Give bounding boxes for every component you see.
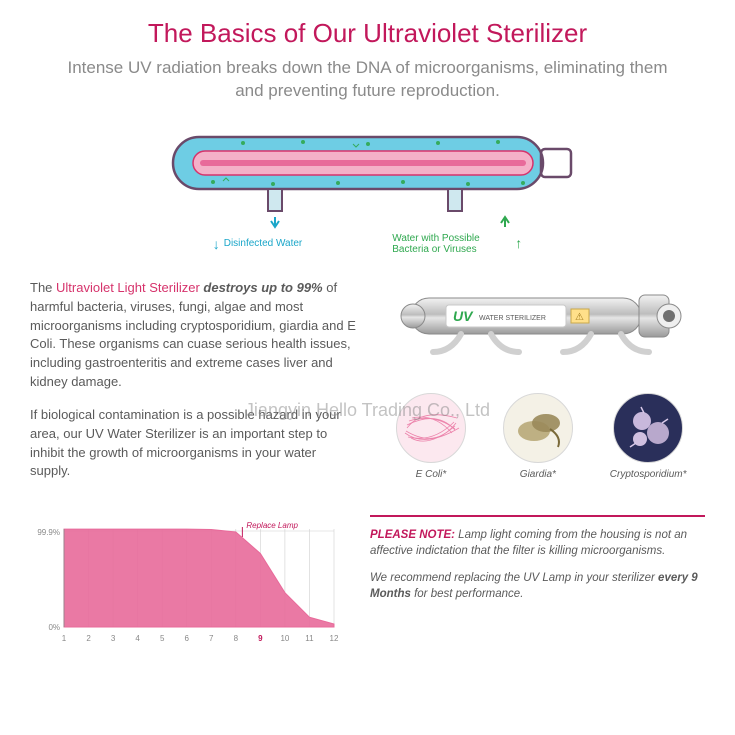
microbes-row: E Coli* Giardia* <box>378 393 706 480</box>
body-text-column: The Ultraviolet Light Sterilizer destroy… <box>30 279 358 495</box>
svg-text:1: 1 <box>62 634 67 643</box>
svg-text:4: 4 <box>135 634 140 643</box>
svg-text:99.9%: 99.9% <box>37 528 60 537</box>
effectiveness-chart: 1234567891011120%99.9%Replace Lamp <box>30 515 340 650</box>
microbe-crypto: Cryptosporidium* <box>610 393 687 480</box>
p1-prefix: The <box>30 280 56 295</box>
svg-text:2: 2 <box>86 634 91 643</box>
diagram-labels: ↓ Disinfected Water Water with Possible … <box>0 233 735 255</box>
crypto-icon <box>614 393 682 463</box>
page-title: The Basics of Our Ultraviolet Sterilizer <box>0 0 735 49</box>
svg-text:10: 10 <box>280 634 289 643</box>
page-subtitle: Intense UV radiation breaks down the DNA… <box>0 49 735 103</box>
left-label-text: Disinfected Water <box>224 238 303 249</box>
right-label-text: Water with Possible Bacteria or Viruses <box>392 233 511 255</box>
bottom-section: 1234567891011120%99.9%Replace Lamp PLEAS… <box>0 495 735 650</box>
image-column: UV WATER STERILIZER ⚠ E Coli* <box>378 279 706 495</box>
p1-pink: Ultraviolet Light Sterilizer <box>56 280 200 295</box>
bacteria-water-label: Water with Possible Bacteria or Viruses … <box>392 233 522 255</box>
ecoli-icon <box>397 393 465 463</box>
giardia-label: Giardia* <box>520 469 556 480</box>
body-para-2: If biological contamination is a possibl… <box>30 406 358 481</box>
svg-text:7: 7 <box>209 634 214 643</box>
uv-label: UV <box>453 308 474 324</box>
svg-text:⚠: ⚠ <box>575 312 584 323</box>
svg-text:8: 8 <box>234 634 239 643</box>
arrow-up-icon: ↑ <box>515 236 522 251</box>
p1-bold: destroys up to 99% <box>200 280 323 295</box>
note-para-2: We recommend replacing the UV Lamp in yo… <box>370 570 705 602</box>
ws-label: WATER STERILIZER <box>479 315 546 322</box>
p1-rest: of harmful bacteria, viruses, fungi, alg… <box>30 280 356 389</box>
svg-text:5: 5 <box>160 634 165 643</box>
product-photo: UV WATER STERILIZER ⚠ <box>391 273 691 363</box>
note-p2b: for best performance. <box>411 588 524 600</box>
svg-text:3: 3 <box>111 634 116 643</box>
note-lead: PLEASE NOTE: <box>370 529 455 541</box>
svg-text:11: 11 <box>305 634 314 643</box>
mid-section: The Ultraviolet Light Sterilizer destroy… <box>0 255 735 495</box>
giardia-icon <box>504 393 572 463</box>
svg-text:9: 9 <box>258 634 263 643</box>
chart-svg: 1234567891011120%99.9%Replace Lamp <box>30 515 340 645</box>
svg-text:6: 6 <box>185 634 190 643</box>
note-p2a: We recommend replacing the UV Lamp in yo… <box>370 572 658 584</box>
disinfected-water-label: ↓ Disinfected Water <box>213 233 303 255</box>
svg-text:12: 12 <box>330 634 339 643</box>
svg-text:0%: 0% <box>48 623 60 632</box>
crypto-label: Cryptosporidium* <box>610 469 687 480</box>
svg-text:Replace Lamp: Replace Lamp <box>246 521 298 530</box>
tube-svg <box>153 119 583 229</box>
ecoli-label: E Coli* <box>416 469 447 480</box>
note-column: PLEASE NOTE: Lamp light coming from the … <box>370 515 705 611</box>
microbe-ecoli: E Coli* <box>396 393 466 480</box>
microbe-giardia: Giardia* <box>503 393 573 480</box>
arrow-down-icon: ↓ <box>213 236 220 252</box>
uv-tube-diagram <box>0 119 735 229</box>
body-para-1: The Ultraviolet Light Sterilizer destroy… <box>30 279 358 392</box>
note-para-1: PLEASE NOTE: Lamp light coming from the … <box>370 527 705 559</box>
